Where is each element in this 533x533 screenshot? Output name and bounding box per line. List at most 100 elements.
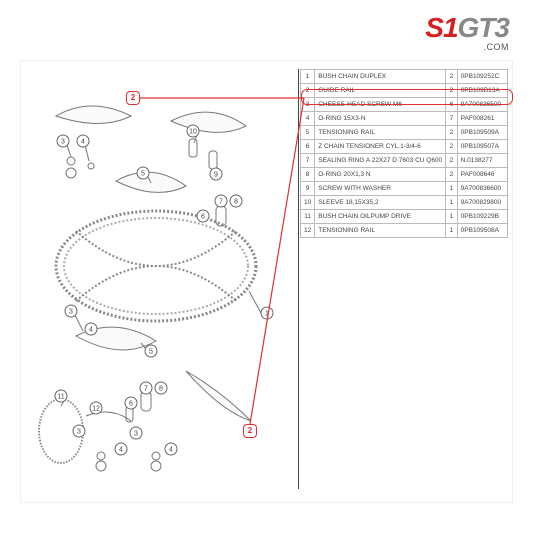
brand-logo: S1GT3 .COM [425, 12, 509, 52]
cell-n: 1 [301, 70, 315, 84]
diagram-label-3: 3 [130, 427, 142, 439]
cell-part: 0PB109252C [457, 70, 507, 84]
highlight-marker: 2 [126, 91, 140, 105]
cell-desc: O-RING 20X1,3 N [315, 168, 446, 182]
cell-qty: 1 [446, 196, 457, 210]
cell-qty: 2 [446, 84, 457, 98]
diagram-label-4: 4 [165, 443, 177, 455]
diagram-label-6: 6 [197, 210, 209, 222]
diagram-label-3: 3 [57, 135, 69, 147]
logo-part2: GT3 [458, 12, 509, 43]
table-row: 5TENSIONING RAIL20PB109509A [301, 126, 508, 140]
svg-text:8: 8 [234, 199, 238, 206]
svg-text:3: 3 [134, 431, 138, 438]
svg-text:6: 6 [129, 401, 133, 408]
svg-text:12: 12 [92, 406, 100, 413]
svg-text:4: 4 [169, 447, 173, 454]
cell-qty: 2 [446, 126, 457, 140]
table-row: 12TENSIONING RAIL10PB109508A [301, 224, 508, 238]
diagram-label-4: 4 [77, 135, 89, 147]
cell-n: 3 [301, 98, 315, 112]
cell-n: 4 [301, 112, 315, 126]
cell-n: 8 [301, 168, 315, 182]
diagram-label-10: 10 [187, 125, 199, 137]
svg-text:9: 9 [214, 172, 218, 179]
svg-text:4: 4 [119, 447, 123, 454]
diagram-label-8: 8 [230, 195, 242, 207]
table-row: 6Z CHAIN TENSIONER CYL.1-3/4-620PB109507… [301, 140, 508, 154]
diagram-label-9: 9 [210, 168, 222, 180]
table-row: 7SEALING RING A 22X27 D 7603 CU Q6002N.0… [301, 154, 508, 168]
svg-text:4: 4 [81, 139, 85, 146]
table-row: 1BUSH CHAIN DUPLEX20PB109252C [301, 70, 508, 84]
cell-part: PAF008646 [457, 168, 507, 182]
diagram-label-5: 5 [137, 167, 149, 179]
svg-text:7: 7 [219, 199, 223, 206]
cell-qty: 2 [446, 140, 457, 154]
cell-qty: 1 [446, 210, 457, 224]
cell-part: 0PB109507A [457, 140, 507, 154]
parts-table-wrap: 1BUSH CHAIN DUPLEX20PB109252C2GUIDE RAIL… [300, 69, 508, 238]
table-row: 11BUSH CHAIN OILPUMP DRIVE10PB109229B [301, 210, 508, 224]
diagram-label-1: 1 [261, 307, 273, 319]
cell-qty: 6 [446, 98, 457, 112]
cell-part: 0PB109229B [457, 210, 507, 224]
cell-qty: 2 [446, 154, 457, 168]
cell-part: PAF008261 [457, 112, 507, 126]
diagram-label-12: 12 [90, 402, 102, 414]
svg-text:3: 3 [69, 309, 73, 316]
cell-qty: 2 [446, 70, 457, 84]
cell-desc: SEALING RING A 22X27 D 7603 CU Q600 [315, 154, 446, 168]
cell-part: 0PB109B13A [457, 84, 507, 98]
cell-desc: SLEEVE 18,15X35,2 [315, 196, 446, 210]
cell-n: 9 [301, 182, 315, 196]
cell-part: 9A700829800 [457, 196, 507, 210]
table-row: 8O-RING 20X1,3 N2PAF008646 [301, 168, 508, 182]
table-row: 9SCREW WITH WASHER19A700836600 [301, 182, 508, 196]
diagram-label-6: 6 [125, 397, 137, 409]
logo-part1: S1 [425, 12, 457, 43]
cell-n: 11 [301, 210, 315, 224]
cell-qty: 1 [446, 182, 457, 196]
cell-desc: CHEESE-HEAD SCREW M6 [315, 98, 446, 112]
logo-suffix: .COM [425, 42, 509, 52]
diagram-label-7: 7 [215, 195, 227, 207]
svg-text:7: 7 [144, 386, 148, 393]
cell-n: 12 [301, 224, 315, 238]
diagram-label-11: 11 [55, 390, 67, 402]
table-row: 4O-RING 15X3-N7PAF008261 [301, 112, 508, 126]
cell-desc: TENSIONING RAIL [315, 126, 446, 140]
cell-n: 5 [301, 126, 315, 140]
separator-vertical [298, 69, 299, 489]
svg-text:4: 4 [89, 327, 93, 334]
cell-n: 6 [301, 140, 315, 154]
svg-text:6: 6 [201, 214, 205, 221]
table-row: 10SLEEVE 18,15X35,219A700829800 [301, 196, 508, 210]
svg-text:10: 10 [189, 129, 197, 136]
parts-table: 1BUSH CHAIN DUPLEX20PB109252C2GUIDE RAIL… [300, 69, 508, 238]
cell-part: 0PB109509A [457, 126, 507, 140]
svg-text:1: 1 [265, 311, 269, 318]
svg-text:5: 5 [141, 171, 145, 178]
cell-desc: SCREW WITH WASHER [315, 182, 446, 196]
diagram-label-3: 3 [65, 305, 77, 317]
cell-n: 2 [301, 84, 315, 98]
cell-n: 10 [301, 196, 315, 210]
cell-desc: TENSIONING RAIL [315, 224, 446, 238]
cell-qty: 7 [446, 112, 457, 126]
cell-desc: BUSH CHAIN OILPUMP DRIVE [315, 210, 446, 224]
cell-qty: 1 [446, 224, 457, 238]
cell-n: 7 [301, 154, 315, 168]
svg-text:11: 11 [57, 394, 64, 401]
highlight-marker: 2 [243, 424, 257, 438]
table-row: 3CHEESE-HEAD SCREW M669A700836500 [301, 98, 508, 112]
svg-text:3: 3 [77, 429, 81, 436]
cell-part: 0PB109508A [457, 224, 507, 238]
cell-part: 9A700836600 [457, 182, 507, 196]
cell-qty: 2 [446, 168, 457, 182]
cell-part: N.0138277 [457, 154, 507, 168]
diagram-label-7: 7 [140, 382, 152, 394]
content-panel: 341095786134578611123344 1BUSH CHAIN DUP… [20, 60, 513, 503]
diagram-label-4: 4 [115, 443, 127, 455]
diagram-label-4: 4 [85, 323, 97, 335]
